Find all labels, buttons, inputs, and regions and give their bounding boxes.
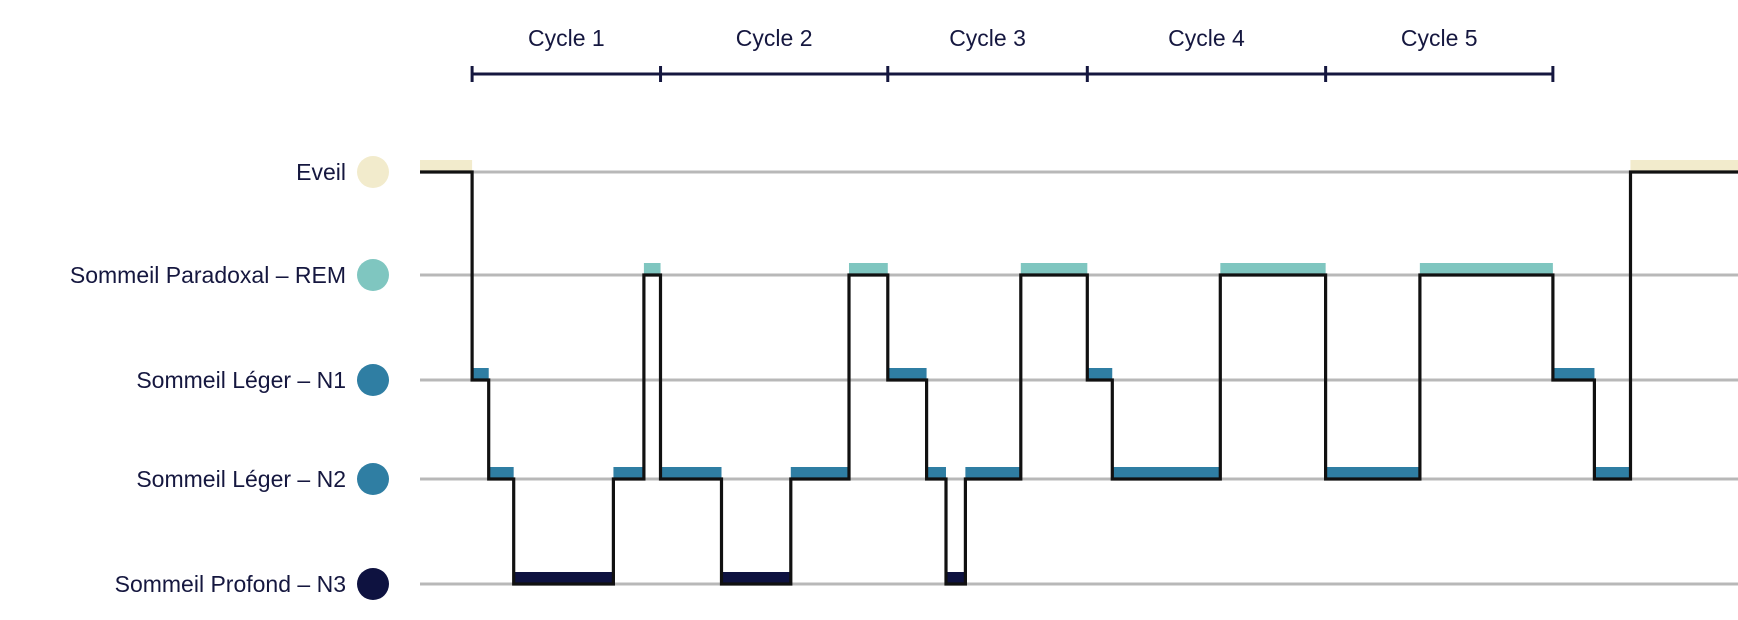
stage-band-n1: [1087, 368, 1113, 380]
stage-band-rem: [848, 263, 888, 275]
stage-label-wake: Eveil: [296, 159, 346, 185]
stage-band-n1: [1552, 368, 1595, 380]
stage-band-n2: [926, 467, 946, 479]
stage-band-rem: [1020, 263, 1088, 275]
stage-band-n2: [488, 467, 514, 479]
cycle-label-2: Cycle 2: [736, 25, 813, 51]
stage-dot-wake: [357, 156, 389, 188]
stage-label-n2: Sommeil Léger – N2: [136, 466, 346, 492]
stage-band-rem: [643, 263, 661, 275]
stage-band-n2: [1325, 467, 1420, 479]
hypnogram-lines: [420, 170, 1738, 586]
stage-band-n1: [887, 368, 927, 380]
grid-lines: [420, 170, 1738, 586]
stage-labels: Eveil Sommeil Paradoxal – REM Sommeil Lége…: [70, 156, 389, 600]
stage-band-rem: [1220, 263, 1326, 275]
stage-dot-n3: [357, 568, 389, 600]
stage-band-n2: [1112, 467, 1221, 479]
stage-band-wake: [1630, 160, 1738, 172]
stage-band-n2: [1594, 467, 1631, 479]
stage-label-n3: Sommeil Profond – N3: [115, 571, 346, 597]
stage-fills: [420, 160, 1738, 584]
stage-band-n3: [721, 572, 791, 584]
cycle-label-5: Cycle 5: [1401, 25, 1478, 51]
stage-dot-rem: [357, 259, 389, 291]
stage-label-rem: Sommeil Paradoxal – REM: [70, 262, 346, 288]
cycle-label-1: Cycle 1: [528, 25, 605, 51]
cycle-bracket: Cycle 1 Cycle 2 Cycle 3 Cycle 4 Cycle 5: [470, 25, 1555, 82]
stage-dot-n1: [357, 364, 389, 396]
cycle-label-3: Cycle 3: [949, 25, 1026, 51]
cycle-label-4: Cycle 4: [1168, 25, 1245, 51]
stage-band-n3: [513, 572, 614, 584]
stage-label-n1: Sommeil Léger – N1: [136, 367, 346, 393]
stage-dot-n2: [357, 463, 389, 495]
stage-band-rem: [1419, 263, 1553, 275]
stage-band-n2: [613, 467, 644, 479]
stage-band-wake: [420, 160, 473, 172]
stage-band-n2: [965, 467, 1021, 479]
stage-band-n3: [945, 572, 966, 584]
hypnogram-step-line: [420, 170, 1738, 586]
stage-band-n2: [660, 467, 722, 479]
stage-band-n2: [790, 467, 849, 479]
stage-band-n1: [472, 368, 489, 380]
